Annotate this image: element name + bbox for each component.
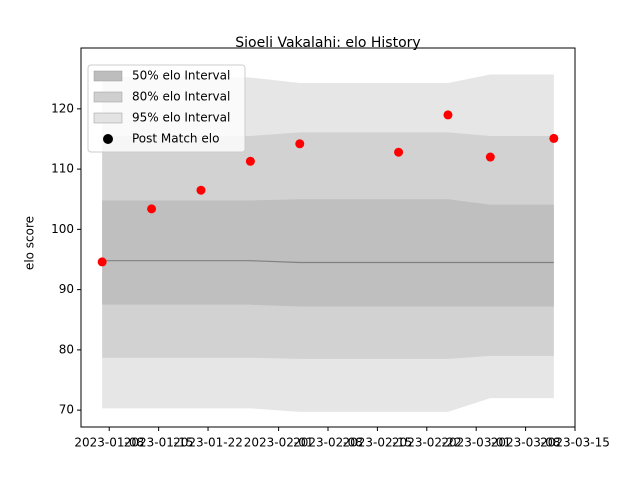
legend-label: 80% elo Interval [132, 90, 230, 104]
interval-band [102, 199, 554, 307]
x-tick-label: 2023-03-15 [540, 436, 610, 450]
data-point [549, 133, 559, 143]
legend-box [87, 64, 246, 153]
chart-title: Sioeli Vakalahi: elo History [235, 35, 420, 51]
legend-swatch [93, 91, 123, 103]
x-tick-label: 2023-01-15 [124, 436, 194, 450]
y-tick-label: 90 [59, 282, 74, 296]
data-point [245, 156, 255, 166]
legend-label: Post Match elo [132, 132, 219, 146]
x-tick-label: 2023-02-01 [244, 436, 314, 450]
data-point [147, 204, 157, 214]
mean-line [102, 260, 554, 264]
data-point [443, 110, 453, 120]
x-tick-label: 2023-01-08 [74, 436, 144, 450]
x-tick-label: 2023-02-22 [392, 436, 462, 450]
x-tick-label: 2023-02-15 [343, 436, 413, 450]
data-point [485, 152, 495, 162]
y-tick-label: 120 [51, 101, 74, 115]
legend-marker [103, 134, 113, 144]
data-point [295, 139, 305, 149]
y-tick-label: 100 [51, 222, 74, 236]
data-point [196, 185, 206, 195]
y-tick-label: 80 [59, 342, 74, 356]
legend-label: 95% elo Interval [132, 111, 230, 125]
x-tick-label: 2023-03-08 [491, 436, 561, 450]
data-point [97, 257, 107, 267]
y-axis-label: elo score [23, 216, 37, 270]
y-tick-label: 70 [59, 403, 74, 417]
data-point [394, 147, 404, 157]
y-tick-label: 110 [51, 162, 74, 176]
x-tick-label: 2023-03-01 [441, 436, 511, 450]
legend-swatch [93, 70, 123, 82]
x-tick-label: 2023-01-22 [173, 436, 243, 450]
legend-label: 50% elo Interval [132, 69, 230, 83]
legend-swatch [93, 112, 123, 124]
x-tick-label: 2023-02-08 [293, 436, 363, 450]
